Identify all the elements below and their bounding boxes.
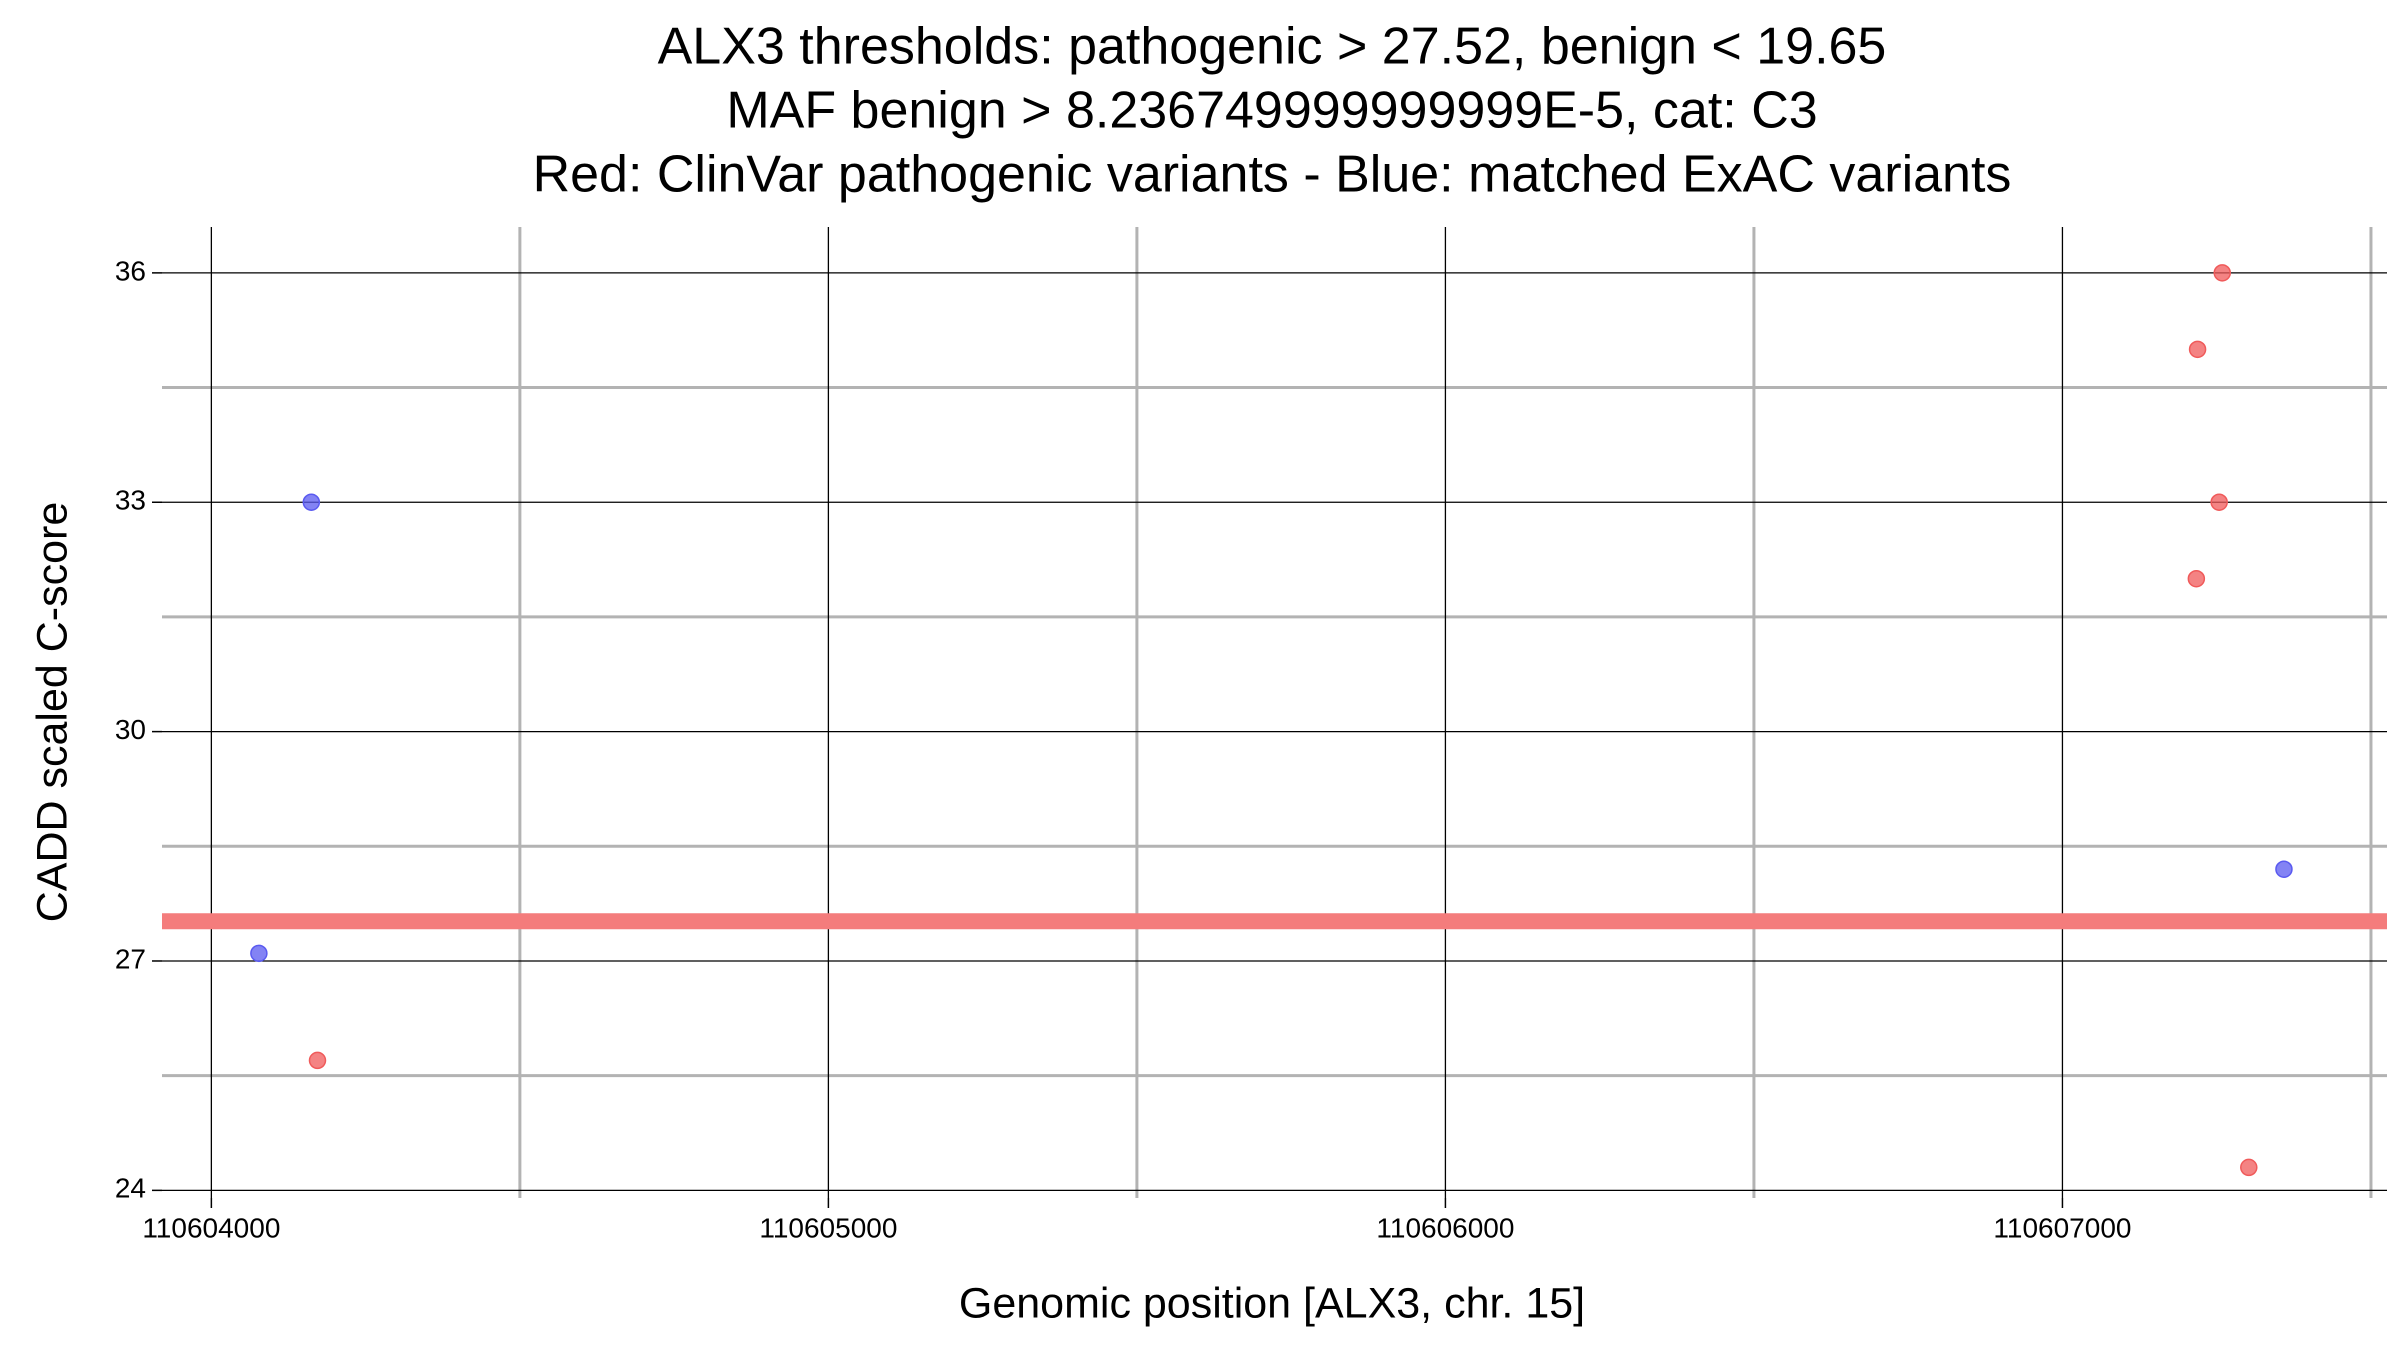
x-axis-label: Genomic position [ALX3, chr. 15] <box>959 1279 1585 1327</box>
x-tick-label: 110606000 <box>1376 1212 1514 1243</box>
point <box>2213 264 2232 282</box>
y-axis-label: CADD scaled C-score <box>28 502 76 923</box>
point <box>302 493 321 511</box>
y-tick-label: 24 <box>115 1173 146 1204</box>
y-tick-label: 33 <box>115 485 146 516</box>
chart-title: Red: ClinVar pathogenic variants - Blue:… <box>533 146 2012 204</box>
x-tick-label: 110605000 <box>759 1212 897 1243</box>
chart-title: ALX3 thresholds: pathogenic > 27.52, ben… <box>658 18 1887 76</box>
y-tick-label: 36 <box>115 255 146 286</box>
point <box>2210 493 2228 511</box>
point <box>308 1051 327 1070</box>
point <box>2275 860 2293 878</box>
x-tick-label: 110604000 <box>142 1212 280 1243</box>
y-tick-label: 27 <box>115 943 146 974</box>
y-tick-label: 30 <box>115 714 146 745</box>
point <box>250 944 268 963</box>
point <box>2240 1158 2258 1177</box>
point <box>2187 569 2206 588</box>
point <box>2188 340 2207 359</box>
x-tick-label: 110607000 <box>1993 1212 2131 1243</box>
chart-title: MAF benign > 8.236749999999999E-5, cat: … <box>726 82 1817 140</box>
